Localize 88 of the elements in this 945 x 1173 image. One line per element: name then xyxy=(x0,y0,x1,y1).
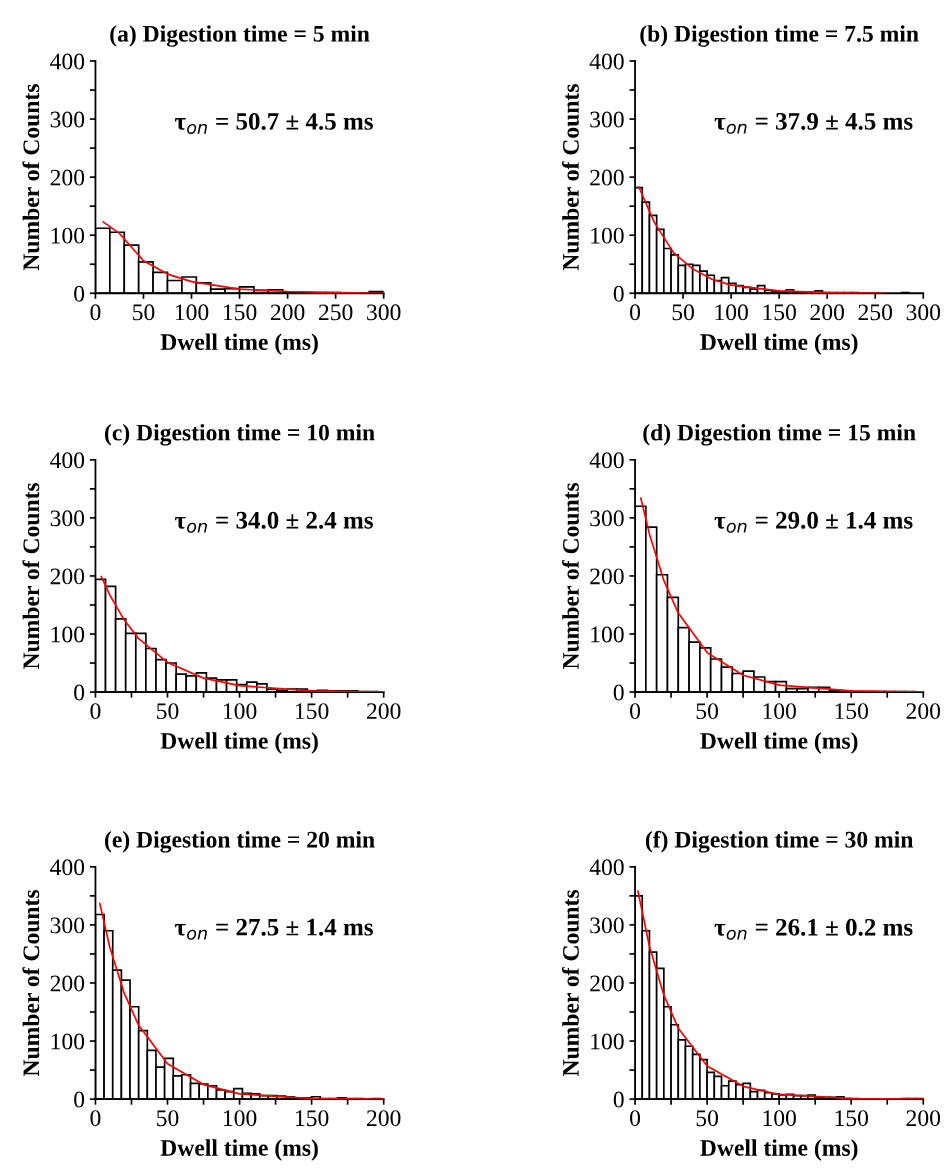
x-tick-label: 50 xyxy=(133,304,155,321)
x-tick-label: 50 xyxy=(157,1110,179,1127)
annotation: τ$_{on}$ = 29.0 ± 1.4 ms xyxy=(714,511,913,533)
annotation: τ$_{on}$ = 37.9 ± 4.5 ms xyxy=(714,112,913,134)
x-tick-label: 0 xyxy=(90,304,101,321)
y-tick-label: 400 xyxy=(50,452,85,469)
y-tick-label: 300 xyxy=(50,917,85,934)
x-tick-label: 150 xyxy=(223,304,257,321)
x-tick-label: 0 xyxy=(630,1110,641,1127)
y-tick-label: 300 xyxy=(590,111,624,128)
y-axis-title: Number of Counts xyxy=(562,889,579,1077)
x-tick-label: 200 xyxy=(810,304,844,321)
annotation: τ$_{on}$ = 50.7 ± 4.5 ms xyxy=(175,112,373,134)
y-tick-label: 0 xyxy=(74,684,85,701)
y-axis-title: Number of Counts xyxy=(562,482,579,670)
x-tick-label: 100 xyxy=(715,304,748,321)
y-axis-title: Number of Counts xyxy=(22,482,40,670)
y-tick-label: 100 xyxy=(591,1033,624,1050)
x-tick-label: 300 xyxy=(367,304,401,321)
y-tick-label: 0 xyxy=(74,285,85,302)
y-tick-label: 200 xyxy=(590,169,624,186)
y-tick-label: 0 xyxy=(613,285,624,302)
annotation: τ$_{on}$ = 34.0 ± 2.4 ms xyxy=(175,511,373,533)
x-tick-label: 200 xyxy=(367,703,401,720)
x-tick-label: 200 xyxy=(270,304,305,321)
y-tick-label: 300 xyxy=(590,510,624,527)
x-tick-label: 100 xyxy=(763,703,796,720)
x-axis-title: Dwell time (ms) xyxy=(700,333,858,355)
x-tick-label: 250 xyxy=(858,304,893,321)
x-tick-label: 0 xyxy=(630,703,641,720)
y-tick-label: 400 xyxy=(50,859,85,876)
x-tick-label: 200 xyxy=(906,703,941,720)
x-tick-label: 0 xyxy=(630,304,641,321)
y-tick-label: 400 xyxy=(589,452,624,469)
x-tick-label: 150 xyxy=(763,304,796,321)
y-tick-label: 300 xyxy=(50,510,85,527)
x-tick-label: 150 xyxy=(295,1110,329,1127)
x-tick-label: 300 xyxy=(906,304,941,321)
y-tick-label: 200 xyxy=(50,568,85,585)
x-tick-label: 250 xyxy=(318,304,353,321)
x-tick-label: 100 xyxy=(763,1110,796,1127)
x-tick-label: 150 xyxy=(295,703,329,720)
y-tick-label: 0 xyxy=(74,1091,85,1108)
x-tick-label: 50 xyxy=(672,304,694,321)
y-tick-label: 100 xyxy=(51,626,85,643)
x-tick-label: 100 xyxy=(175,304,209,321)
chart-title: (a) Digestion time = 5 min xyxy=(110,25,370,47)
x-axis-title: Dwell time (ms) xyxy=(160,333,318,355)
x-tick-label: 0 xyxy=(90,1110,101,1127)
y-tick-label: 100 xyxy=(591,626,624,643)
x-axis-title: Dwell time (ms) xyxy=(160,732,318,754)
y-axis-title: Number of Counts xyxy=(22,84,40,271)
y-axis-title: Number of Counts xyxy=(22,889,40,1077)
y-tick-label: 100 xyxy=(51,227,85,244)
x-tick-label: 150 xyxy=(835,1110,869,1127)
y-tick-label: 400 xyxy=(589,859,624,876)
x-tick-label: 50 xyxy=(696,1110,718,1127)
x-tick-label: 150 xyxy=(835,703,869,720)
x-axis-title: Dwell time (ms) xyxy=(160,1139,318,1161)
y-tick-label: 0 xyxy=(613,1091,624,1108)
y-tick-label: 200 xyxy=(590,975,624,992)
annotation: τ$_{on}$ = 27.5 ± 1.4 ms xyxy=(175,918,373,940)
annotation: τ$_{on}$ = 26.1 ± 0.2 ms xyxy=(714,918,913,940)
y-tick-label: 100 xyxy=(51,1033,85,1050)
x-axis-title: Dwell time (ms) xyxy=(700,1139,858,1161)
x-tick-label: 200 xyxy=(906,1110,941,1127)
y-tick-label: 200 xyxy=(50,169,85,186)
y-tick-label: 0 xyxy=(613,684,624,701)
chart-title: (f) Digestion time = 30 min xyxy=(645,830,914,853)
chart-title: (b) Digestion time = 7.5 min xyxy=(640,25,919,47)
chart-title: (d) Digestion time = 15 min xyxy=(643,423,916,446)
y-axis-title: Number of Counts xyxy=(562,84,579,271)
y-tick-label: 300 xyxy=(590,917,624,934)
y-tick-label: 300 xyxy=(50,111,85,128)
y-tick-label: 200 xyxy=(590,568,624,585)
x-tick-label: 0 xyxy=(90,703,101,720)
y-tick-label: 100 xyxy=(591,227,624,244)
y-tick-label: 400 xyxy=(589,53,624,70)
x-tick-label: 50 xyxy=(696,703,718,720)
x-tick-label: 50 xyxy=(157,703,179,720)
x-tick-label: 100 xyxy=(223,1110,257,1127)
x-tick-label: 100 xyxy=(223,703,257,720)
y-tick-label: 400 xyxy=(50,53,85,70)
x-axis-title: Dwell time (ms) xyxy=(700,732,858,754)
chart-title: (c) Digestion time = 10 min xyxy=(105,423,375,446)
x-tick-label: 200 xyxy=(367,1110,401,1127)
chart-title: (e) Digestion time = 20 min xyxy=(105,831,375,853)
y-tick-label: 200 xyxy=(50,975,85,992)
